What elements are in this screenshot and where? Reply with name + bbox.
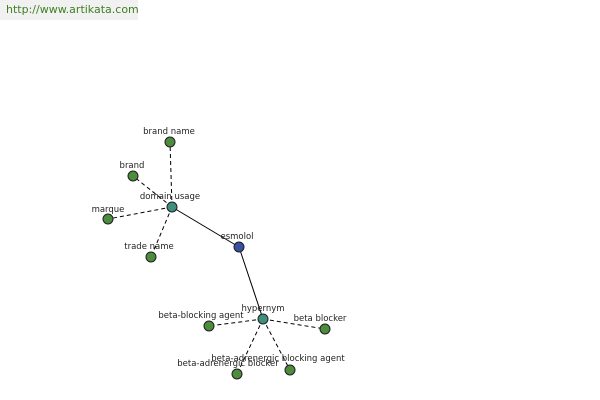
leaf-node-icon[interactable] <box>145 251 157 263</box>
root-node-icon[interactable] <box>233 241 245 253</box>
edge-esmolol-domain-usage <box>171 206 240 248</box>
node-label-brand: brand <box>120 161 145 171</box>
node-label-beta-blocking-agent: beta-blocking agent <box>158 311 244 321</box>
node-esmolol[interactable]: esmolol <box>220 232 254 253</box>
node-label-domain-usage: domain usage <box>140 192 200 202</box>
leaf-node-icon[interactable] <box>127 170 139 182</box>
graph-nodes: brand name brand marque trade name beta-bloc… <box>92 127 347 380</box>
hub-node-icon[interactable] <box>166 201 178 213</box>
edge-hypernym-beta-blocker <box>262 318 326 330</box>
node-brand-name[interactable]: brand name <box>143 127 195 148</box>
node-hypernym[interactable]: hypernym <box>241 304 285 325</box>
edge-hypernym-beta-adrenergic-blocker <box>236 318 264 375</box>
node-brand[interactable]: brand <box>120 161 145 182</box>
edge-domain-usage-marque <box>107 206 173 220</box>
leaf-node-icon[interactable] <box>164 136 176 148</box>
header-bar: http://www.artikata.com <box>0 0 139 20</box>
edge-hypernym-beta-blocking-agent <box>208 318 264 327</box>
edge-hypernym-beta-adrenergic-blocking-agent <box>262 318 291 371</box>
node-marque[interactable]: marque <box>92 205 125 225</box>
node-beta-adrenergic-blocker[interactable]: beta-adrenergic blocker <box>177 359 279 380</box>
node-domain-usage[interactable]: domain usage <box>140 192 200 213</box>
hub-node-icon[interactable] <box>257 313 269 325</box>
leaf-node-icon[interactable] <box>284 364 296 376</box>
leaf-node-icon[interactable] <box>102 213 114 225</box>
graph-edges <box>107 141 326 375</box>
edge-domain-usage-trade-name <box>150 206 173 258</box>
node-label-hypernym: hypernym <box>241 304 284 314</box>
node-label-brand-name: brand name <box>143 127 195 137</box>
node-label-beta-adrenergic-blocking-agent: beta-adrenergic blocking agent <box>211 354 345 364</box>
node-label-beta-adrenergic-blocker: beta-adrenergic blocker <box>177 359 279 369</box>
node-beta-blocking-agent[interactable]: beta-blocking agent <box>158 311 244 332</box>
site-url-link[interactable]: http://www.artikata.com <box>6 3 139 16</box>
node-label-marque: marque <box>92 205 125 215</box>
node-beta-adrenergic-blocking-agent[interactable]: beta-adrenergic blocking agent <box>211 354 345 376</box>
node-beta-blocker[interactable]: beta blocker <box>294 314 347 335</box>
edge-domain-usage-brand <box>132 175 173 208</box>
leaf-node-icon[interactable] <box>319 323 331 335</box>
leaf-node-icon[interactable] <box>231 368 243 380</box>
node-trade-name[interactable]: trade name <box>124 242 174 263</box>
leaf-node-icon[interactable] <box>203 320 215 332</box>
edge-esmolol-hypernym <box>238 246 264 320</box>
edge-domain-usage-brand-name <box>169 141 173 208</box>
node-label-esmolol: esmolol <box>220 232 253 242</box>
node-label-beta-blocker: beta blocker <box>294 314 347 324</box>
node-label-trade-name: trade name <box>124 242 173 252</box>
